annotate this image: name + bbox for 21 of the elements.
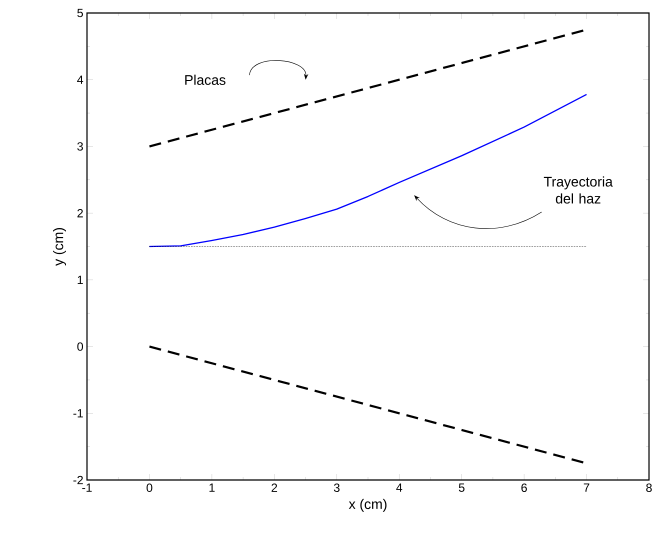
annotation: Trayectoria del haz	[544, 176, 613, 204]
x-tick-label: 2	[272, 484, 278, 492]
x-tick-label: 5	[458, 484, 464, 492]
x-tick-label: 6	[521, 484, 527, 492]
y-tick-label: 4	[77, 76, 84, 84]
x-axis-title: x (cm)	[348, 498, 386, 512]
annotation: Placas	[185, 74, 226, 85]
y-tick-label: 3	[77, 142, 83, 151]
x-tick-label: 8	[646, 484, 652, 492]
x-tick-label: 4	[396, 484, 402, 492]
y-tick-label: 2	[77, 208, 83, 218]
y-tick-label: 1	[78, 276, 83, 284]
x-tick-label: 0	[146, 484, 152, 492]
y-tick-label: -2	[73, 476, 83, 484]
x-tick-label: 3	[334, 484, 340, 492]
x-tick-label: 7	[584, 484, 590, 492]
y-tick-label: 0	[77, 342, 84, 351]
y-axis-title: y (cm)	[53, 228, 66, 266]
y-tick-label: -1	[73, 409, 83, 418]
x-tick-label: 1	[209, 484, 215, 492]
y-tick-label: 5	[77, 8, 83, 18]
